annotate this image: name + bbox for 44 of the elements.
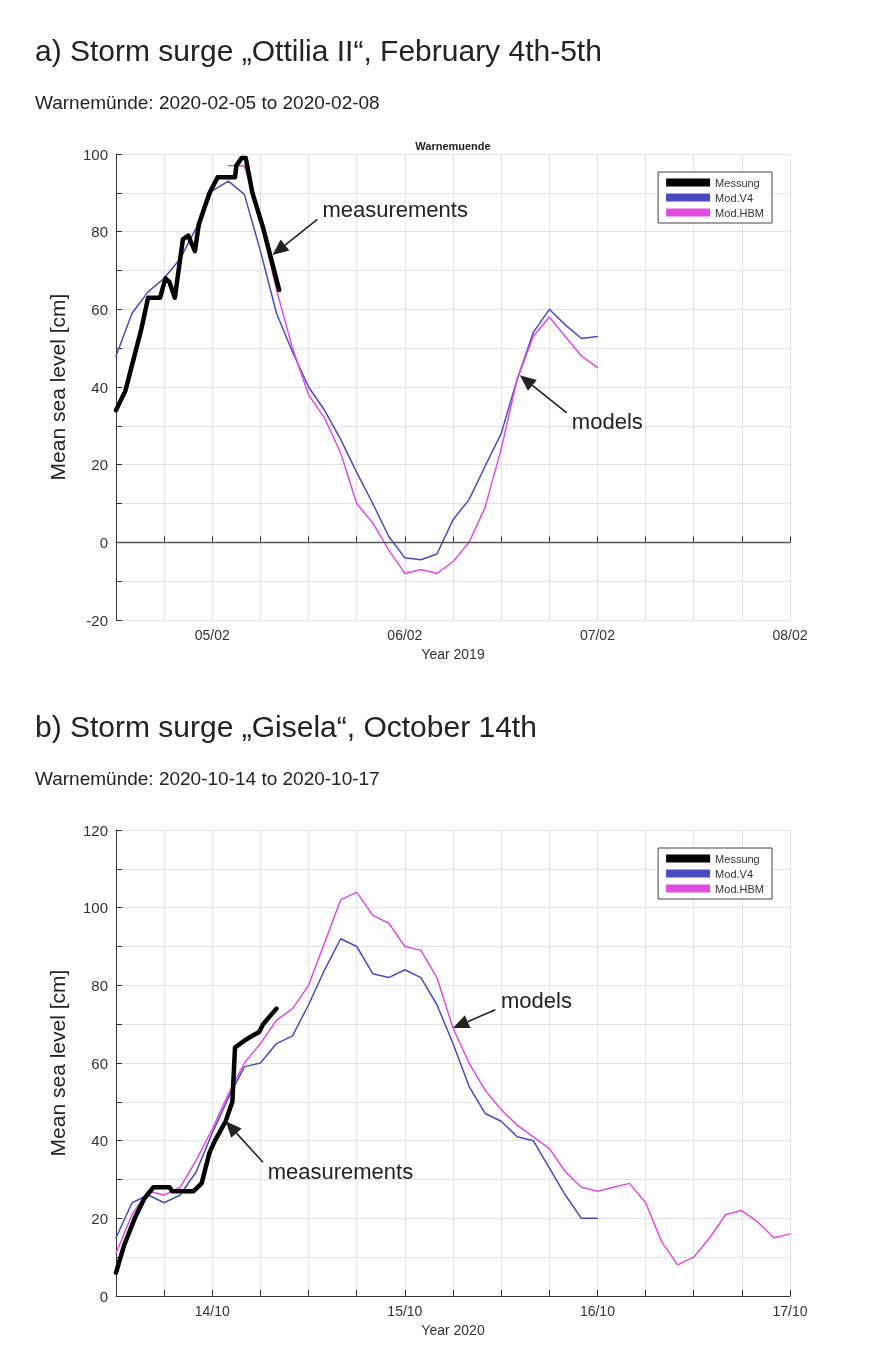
annotation: measurements: [267, 1159, 414, 1185]
chart-subtitle: Warnemünde: 2020-02-05 to 2020-02-08: [35, 92, 380, 113]
legend-label: Mod.HBM: [715, 206, 765, 219]
y-tick-label: 40: [91, 378, 108, 396]
line-series: [113, 155, 282, 413]
line-series: [115, 891, 791, 1266]
x-tick-label: 16/10: [579, 1303, 616, 1319]
y-tick-label: 120: [82, 821, 108, 839]
legend-label: Mod.V4: [715, 191, 754, 204]
x-tick-label: 05/02: [194, 627, 231, 643]
y-tick-label: 40: [91, 1132, 108, 1150]
x-axis-title: Year 2019: [421, 645, 485, 662]
chart-subtitle: Warnemünde: 2020-10-14 to 2020-10-17: [35, 768, 380, 789]
x-tick-label: 15/10: [387, 1303, 423, 1319]
chart-title: b) Storm surge „Gisela“, October 14th: [35, 709, 537, 743]
legend-label: Messung: [715, 176, 760, 189]
chart-title: a) Storm surge „Ottilia II“, February 4th-5th: [35, 33, 602, 67]
legend-label: Messung: [715, 852, 760, 865]
y-tick-label: 20: [91, 456, 108, 474]
legend-label: Mod.HBM: [715, 882, 765, 895]
y-tick-label: 60: [91, 300, 108, 318]
x-tick-label: 08/02: [772, 627, 808, 643]
annotation: models: [501, 988, 572, 1014]
x-axis-title: Year 2020: [421, 1321, 485, 1338]
y-tick-label: 80: [91, 223, 108, 241]
x-tick-label: 06/02: [387, 627, 423, 643]
x-tick-label: 14/10: [194, 1303, 231, 1319]
y-tick-label: 60: [91, 1054, 108, 1072]
x-tick-label: 17/10: [772, 1303, 808, 1319]
y-tick-label: 0: [99, 1287, 108, 1305]
y-tick-label: -20: [86, 611, 108, 629]
y-axis-title: Mean sea level [cm]: [46, 969, 69, 1157]
y-tick-label: 80: [91, 976, 108, 994]
text: Warnemuende: [415, 140, 491, 152]
y-tick-label: 20: [91, 1209, 108, 1227]
y-tick-label: 100: [82, 899, 108, 917]
y-tick-label: 100: [82, 145, 108, 163]
annotation: models: [571, 409, 643, 435]
x-tick-label: 07/02: [579, 627, 616, 643]
annotation: measurements: [322, 196, 468, 222]
y-tick-label: 0: [99, 533, 108, 551]
legend-label: Mod.V4: [715, 867, 754, 880]
line-series: [115, 937, 599, 1239]
y-axis-title: Mean sea level [cm]: [46, 293, 69, 481]
